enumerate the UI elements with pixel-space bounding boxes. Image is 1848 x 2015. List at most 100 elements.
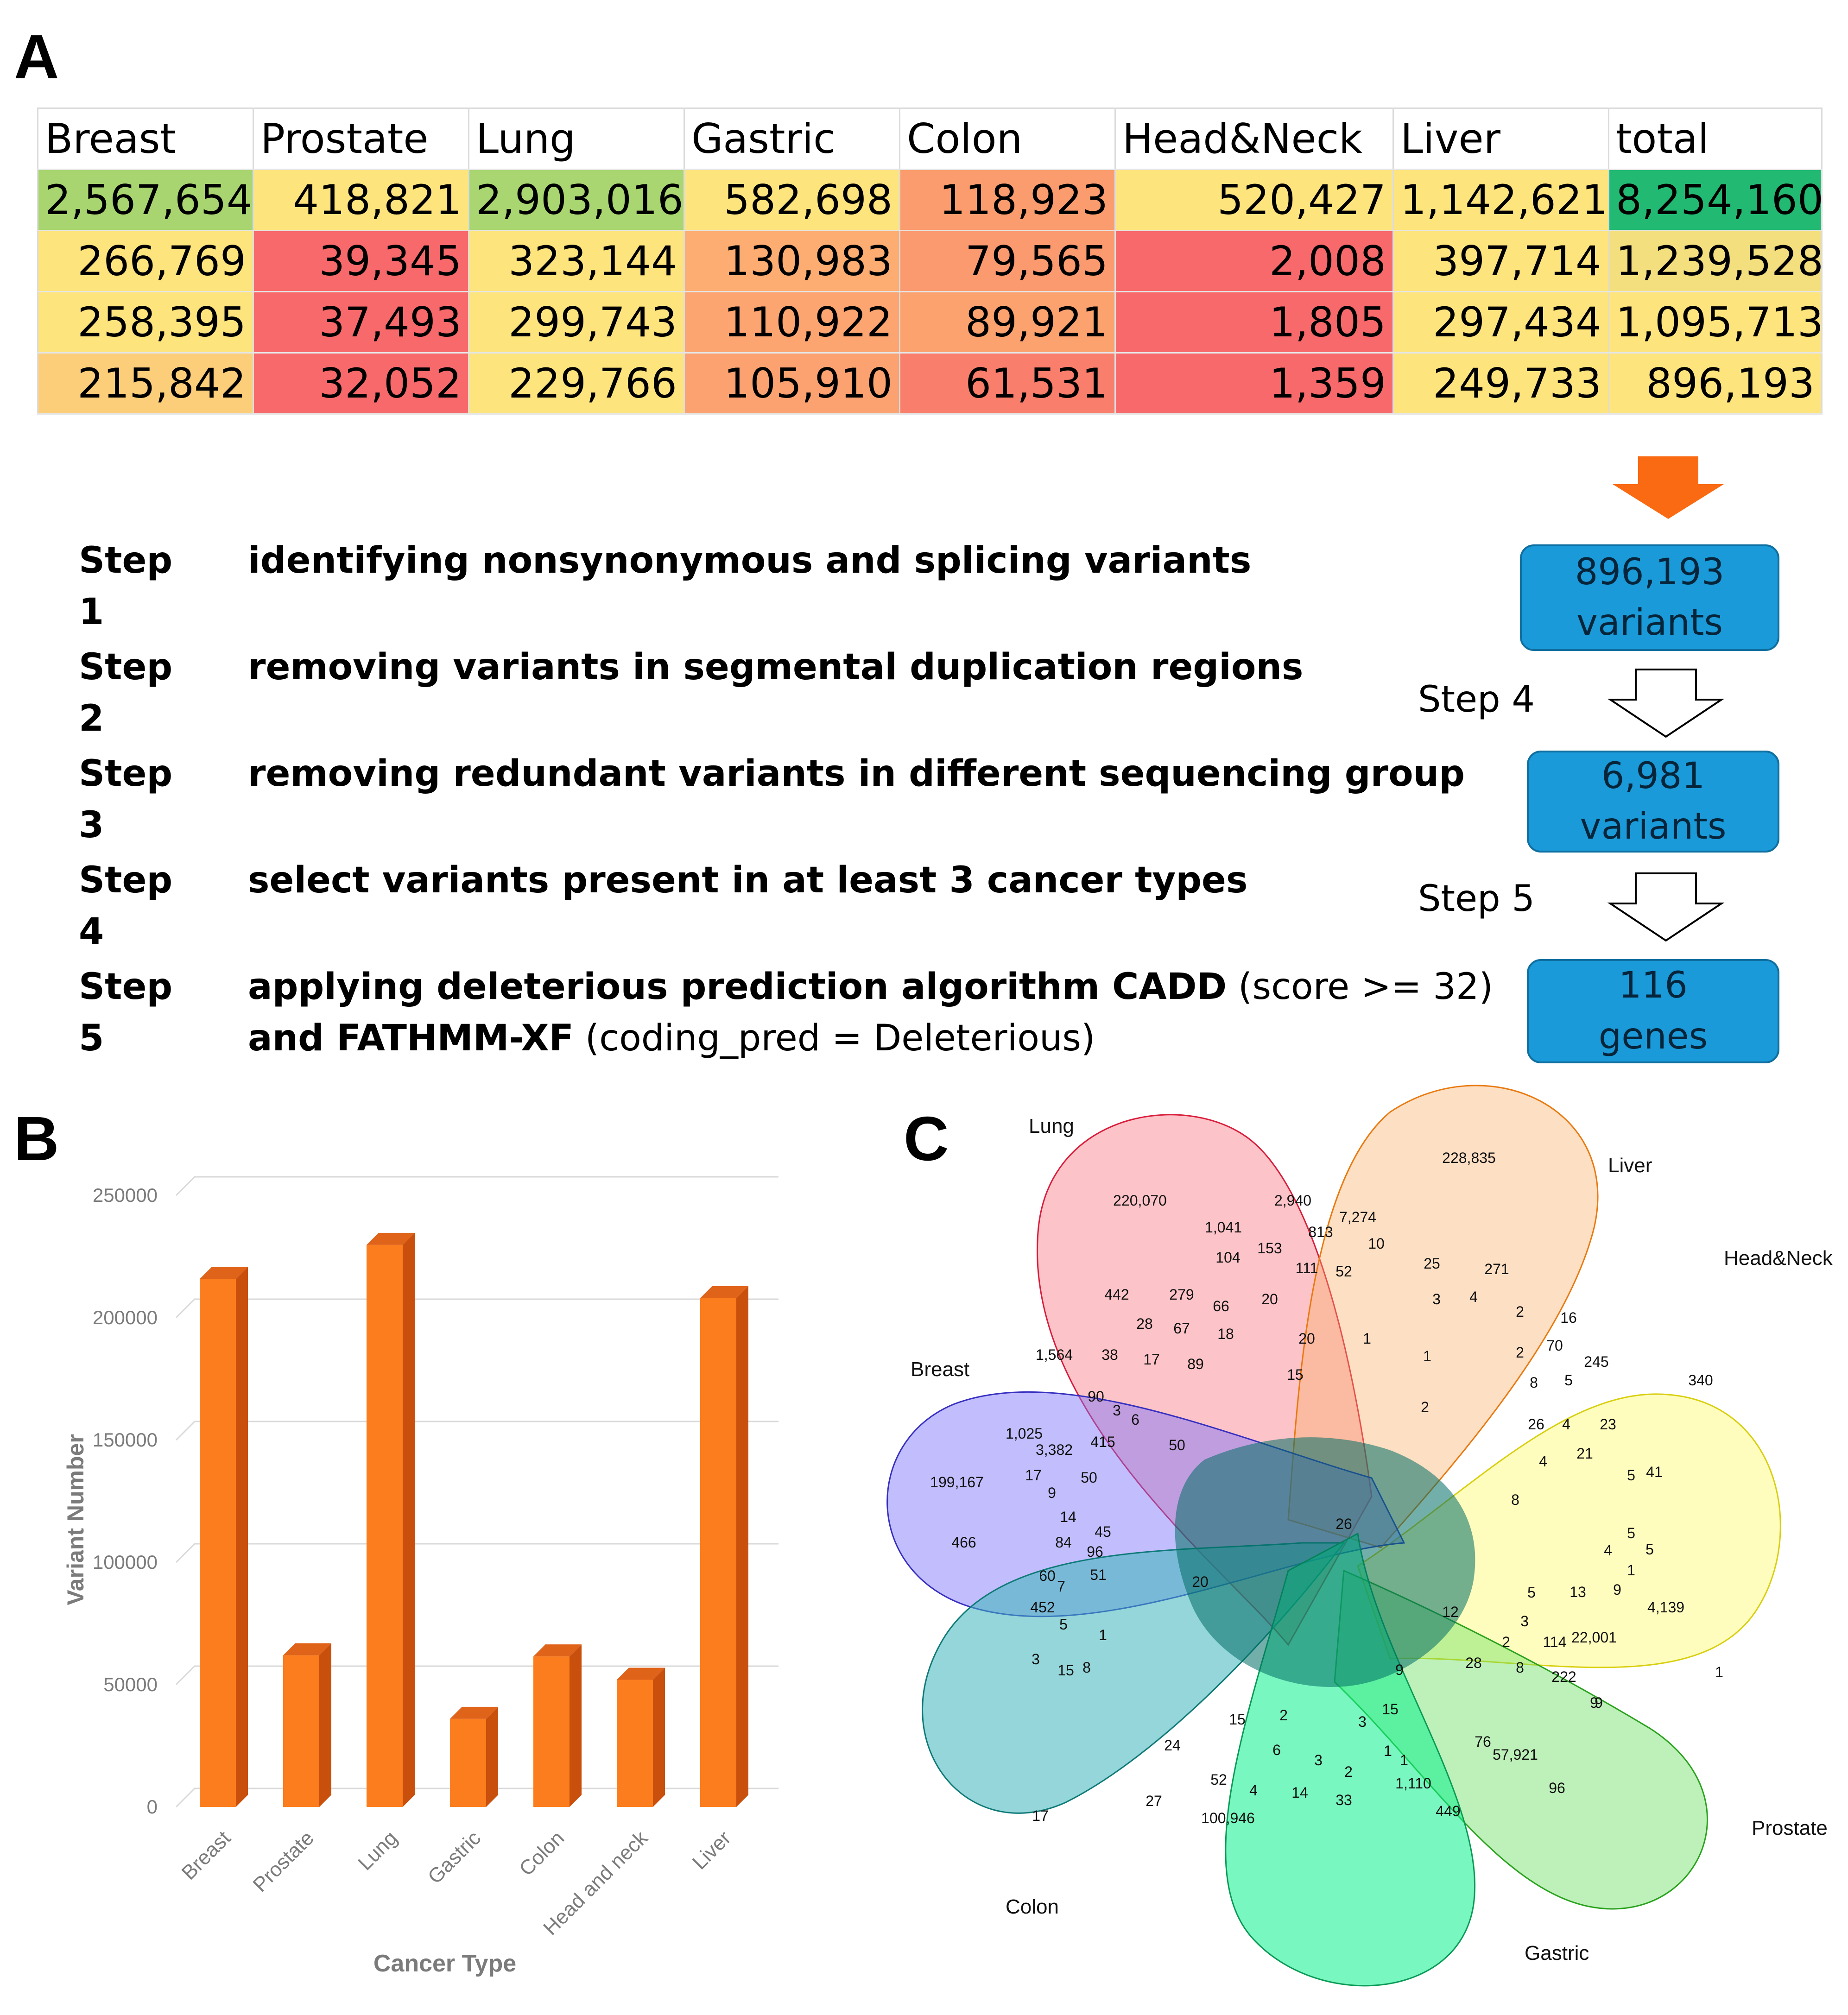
venn-region-count: 9 [1048, 1484, 1056, 1501]
y-tick-label: 50000 [103, 1674, 158, 1695]
venn-region-count: 12 [1442, 1604, 1459, 1620]
table-header-row: Breast Prostate Lung Gastric Colon Head&Neck L… [37, 107, 1823, 170]
venn-region-count: 66 [1213, 1298, 1229, 1314]
venn-region-count: 52 [1335, 1263, 1352, 1280]
venn-region-count: 14 [1291, 1784, 1308, 1801]
venn-region-count: 38 [1101, 1346, 1118, 1363]
venn-region-count: 25 [1424, 1255, 1440, 1272]
venn-region-count: 153 [1257, 1240, 1282, 1257]
venn-region-count: 4,139 [1647, 1599, 1684, 1616]
venn-region-count: 67 [1173, 1320, 1190, 1337]
venn-region-count: 220,070 [1113, 1192, 1167, 1209]
step-label: Step 4 [79, 859, 173, 953]
venn-region-count: 1,041 [1205, 1219, 1242, 1236]
down-arrow-outline-icon [1607, 669, 1725, 738]
table-cell: 1,805 [1115, 291, 1394, 354]
venn-region-count: 84 [1055, 1534, 1072, 1551]
x-tick-label: Colon [515, 1826, 569, 1880]
venn-region-count: 9 [1595, 1694, 1603, 1711]
venn-region-count: 4 [1249, 1782, 1258, 1799]
x-tick-label: Liver [688, 1826, 735, 1874]
table-cell: 249,733 [1393, 353, 1609, 415]
table-cell: 896,193 [1608, 353, 1823, 415]
venn-region-count: 111 [1296, 1260, 1318, 1276]
venn-region-count: 9 [1590, 1694, 1598, 1711]
panel-label-c: C [904, 1104, 949, 1174]
x-tick-label: Prostate [249, 1826, 319, 1896]
table-header-cell: total [1608, 107, 1823, 170]
venn-region-count: 23 [1600, 1416, 1616, 1433]
grid-line [175, 1298, 778, 1319]
venn-region-count: 3 [1432, 1291, 1441, 1308]
table-cell: 2,008 [1115, 230, 1394, 292]
grid-line [175, 1543, 778, 1563]
venn-region-count: 271 [1484, 1261, 1509, 1277]
table-cell: 418,821 [253, 169, 469, 231]
down-arrow-orange-icon [1613, 456, 1724, 519]
table-cell: 89,921 [899, 291, 1116, 354]
table-cell: 130,983 [684, 230, 900, 292]
flow-box-genes: 116 genes [1527, 959, 1779, 1063]
venn-region-count: 22,001 [1571, 1629, 1617, 1646]
table-cell: 61,531 [899, 353, 1116, 415]
bar [200, 1267, 248, 1807]
variant-count-table: Breast Prostate Lung Gastric Colon Head&Neck L… [37, 107, 1823, 415]
venn-region-count: 3 [1314, 1752, 1323, 1769]
venn-region-count: 21 [1576, 1445, 1593, 1462]
chart-bars [200, 1232, 748, 1807]
flow-step4-label: Step 4 [1418, 679, 1535, 720]
step-description: removing variants in segmental duplicati… [248, 646, 1304, 688]
y-tick-labels: 0 50000 100000 150000 200000 250000 [93, 1184, 158, 1818]
table-header-cell: Lung [468, 107, 685, 170]
table-cell: 323,144 [468, 230, 685, 292]
venn-region-count: 4 [1562, 1416, 1570, 1433]
step-label: Step 1 [79, 540, 173, 633]
table-header-cell: Colon [899, 107, 1116, 170]
venn-region-count: 1 [1627, 1562, 1635, 1579]
venn-region-count: 199,167 [930, 1474, 984, 1491]
venn-region-count: 3 [1520, 1613, 1529, 1630]
venn-region-count: 5 [1564, 1372, 1573, 1389]
y-tick-label: 150000 [93, 1429, 158, 1451]
venn-region-count: 20 [1298, 1330, 1315, 1347]
venn-region-count: 100,946 [1201, 1810, 1255, 1826]
venn-region-count: 245 [1584, 1353, 1608, 1370]
bar [700, 1286, 748, 1807]
grid-line [175, 1421, 778, 1441]
table-cell: 397,714 [1393, 230, 1609, 292]
venn-region-count: 415 [1090, 1434, 1115, 1450]
step-label: Step 5 [79, 966, 173, 1059]
venn-region-count: 5 [1627, 1467, 1635, 1484]
venn-region-count: 70 [1546, 1337, 1563, 1354]
y-axis-label: Variant Number [63, 1434, 89, 1605]
venn-region-count: 26 [1335, 1516, 1352, 1532]
venn-region-count: 76 [1475, 1733, 1491, 1750]
venn-region-count: 3 [1358, 1713, 1367, 1730]
venn-region-count: 14 [1060, 1509, 1076, 1525]
venn-region-count: 4 [1469, 1289, 1478, 1305]
venn-region-count: 9 [1395, 1661, 1404, 1678]
table-row: 258,395 37,493 299,743 110,922 89,921 1,805 29… [37, 291, 1823, 354]
table-cell: 1,239,528 [1608, 230, 1823, 292]
grid-line [175, 1665, 778, 1686]
table-cell: 582,698 [684, 169, 900, 231]
venn-region-count: 1 [1363, 1330, 1371, 1347]
venn-region-count: 16 [1560, 1309, 1577, 1326]
down-arrow-outline-icon [1607, 872, 1725, 942]
venn-set-label: Breast [911, 1358, 969, 1381]
venn-region-count: 96 [1087, 1543, 1103, 1560]
venn-region-count: 5 [1059, 1616, 1068, 1633]
venn-region-count: 28 [1465, 1655, 1482, 1671]
venn-region-count: 33 [1335, 1792, 1352, 1808]
bar [617, 1668, 665, 1807]
flow-box-variants-step4: 6,981 variants [1527, 751, 1779, 853]
venn-region-count: 5 [1627, 1525, 1635, 1541]
x-tick-label: Breast [177, 1826, 235, 1884]
venn-region-count: 17 [1032, 1807, 1049, 1824]
table-cell: 8,254,160 [1608, 169, 1823, 231]
venn-set-labels: Lung Liver Head&Neck Breast Prostate Colon Gas… [911, 1115, 1833, 1964]
venn-set-label: Gastric [1525, 1942, 1589, 1964]
venn-region-count: 15 [1382, 1701, 1399, 1718]
table-cell: 297,434 [1393, 291, 1609, 354]
venn-region-count: 50 [1169, 1437, 1185, 1453]
